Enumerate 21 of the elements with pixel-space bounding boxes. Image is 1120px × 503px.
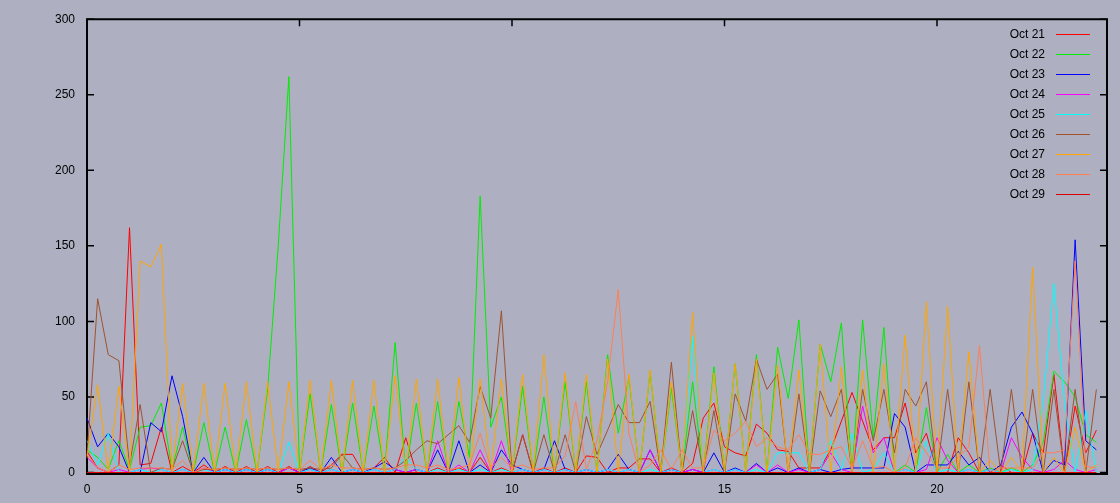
- x-tick-label: 10: [505, 482, 519, 497]
- x-tick-label: 20: [930, 482, 944, 497]
- y-tick-label: 200: [54, 162, 76, 177]
- y-tick-label: 300: [54, 11, 76, 26]
- legend-label: Oct 22: [1009, 47, 1045, 61]
- legend-label: Oct 29: [1009, 187, 1045, 201]
- y-tick-label: 100: [54, 313, 76, 328]
- legend-label: Oct 27: [1009, 147, 1045, 161]
- x-tick-label: 0: [83, 482, 91, 497]
- legend-label: Oct 26: [1009, 127, 1045, 141]
- y-tick-label: 0: [68, 464, 76, 479]
- legend-label: Oct 25: [1009, 107, 1045, 121]
- y-tick-label: 50: [61, 389, 76, 404]
- x-tick-label: 5: [296, 482, 304, 497]
- legend-label: Oct 24: [1009, 87, 1045, 101]
- y-tick-label: 250: [54, 87, 76, 102]
- legend-label: Oct 21: [1009, 27, 1045, 41]
- legend-label: Oct 28: [1009, 167, 1045, 181]
- legend-label: Oct 23: [1009, 67, 1045, 81]
- y-tick-label: 150: [54, 238, 76, 253]
- x-tick-label: 15: [717, 482, 732, 497]
